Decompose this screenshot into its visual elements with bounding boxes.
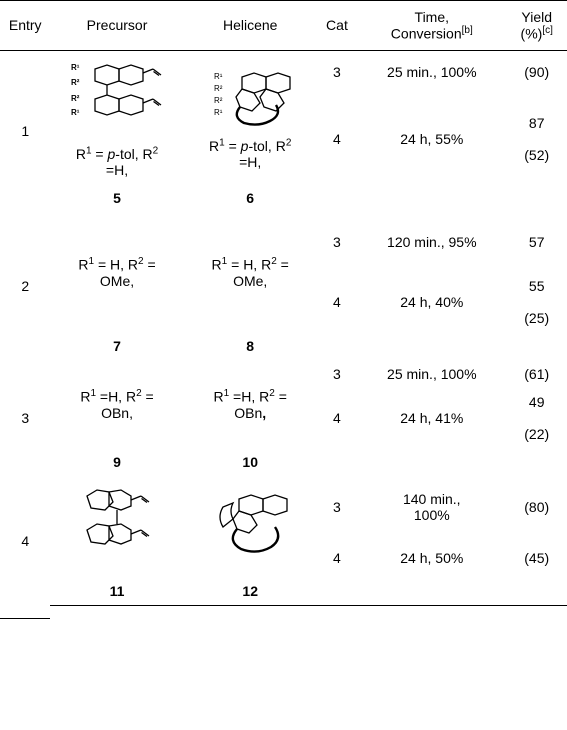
precursor-structure-icon: R¹ R² R² R¹ bbox=[69, 57, 165, 146]
tc-cell: 25 min., 100% bbox=[357, 50, 506, 93]
yield-a: 55 bbox=[529, 278, 545, 294]
table-row: 7 8 bbox=[0, 332, 567, 360]
helicene-num: 6 bbox=[184, 184, 317, 212]
helicene-structure-icon bbox=[209, 489, 291, 564]
yield-b: (52) bbox=[524, 147, 549, 163]
svg-text:R¹: R¹ bbox=[214, 72, 223, 81]
yield-cell: (80) bbox=[506, 476, 567, 538]
tc-cell: 24 h, 55% bbox=[357, 93, 506, 184]
precursor-num: 9 bbox=[50, 448, 183, 476]
precursor-structure-icon bbox=[73, 482, 161, 571]
col-precursor: Precursor bbox=[50, 1, 183, 51]
helicene-cell: R1 = H, R2 =OMe, bbox=[184, 212, 317, 332]
table-row: 11 12 bbox=[0, 577, 567, 606]
yield-a: 57 bbox=[529, 234, 545, 250]
helicene-cell bbox=[184, 476, 317, 577]
table-row: 4 bbox=[0, 476, 567, 538]
precursor-cell: R1 = H, R2 =OMe, bbox=[50, 212, 183, 332]
precursor-cell bbox=[50, 476, 183, 577]
tc-cell: 24 h, 41% bbox=[357, 388, 506, 448]
col-yield-l1: Yield bbox=[521, 9, 552, 25]
svg-text:R¹: R¹ bbox=[71, 108, 80, 117]
col-cat: Cat bbox=[317, 1, 357, 51]
helicene-num: 10 bbox=[184, 448, 317, 476]
helicene-sub: R1 = p-tol, R2=H, bbox=[209, 138, 291, 170]
table-row: 2 R1 = H, R2 =OMe, R1 = H, R2 =OMe, 3 12… bbox=[0, 212, 567, 272]
cat-cell: 4 bbox=[317, 93, 357, 184]
cat-cell: 3 bbox=[317, 212, 357, 272]
col-time-conv-l1: Time, bbox=[415, 9, 449, 25]
precursor-num: 11 bbox=[50, 577, 183, 606]
yield-b: (25) bbox=[524, 310, 549, 326]
tc-cell: 24 h, 50% bbox=[357, 538, 506, 577]
entry-cell: 4 bbox=[0, 476, 50, 606]
col-time-conv: Time, Conversion[b] bbox=[357, 1, 506, 51]
cat-cell: 4 bbox=[317, 272, 357, 332]
col-time-conv-l2: Conversion bbox=[391, 26, 462, 42]
yield-cell: (45) bbox=[506, 538, 567, 577]
yield-a: 87 bbox=[529, 115, 545, 131]
col-entry: Entry bbox=[0, 1, 50, 51]
cat-cell: 3 bbox=[317, 476, 357, 538]
precursor-cell: R¹ R² R² R¹ R1 = p-tol, R2=H, bbox=[50, 50, 183, 184]
tc-cell: 120 min., 95% bbox=[357, 212, 506, 272]
table-row: 5 6 bbox=[0, 184, 567, 212]
entry-cell: 1 bbox=[0, 50, 50, 212]
yield-cell: 57 bbox=[506, 212, 567, 272]
helicene-structure-icon: R¹ R² R² R¹ bbox=[204, 65, 296, 138]
table-row: 1 bbox=[0, 50, 567, 93]
col-yield-l2: (%) bbox=[521, 26, 543, 42]
table-row: 3 R1 =H, R2 =OBn, R1 =H, R2 =OBn, 3 25 m… bbox=[0, 360, 567, 388]
entry-cell: 3 bbox=[0, 360, 50, 476]
svg-text:R²: R² bbox=[214, 96, 223, 105]
yield-a: 49 bbox=[529, 394, 545, 410]
cat-cell: 3 bbox=[317, 360, 357, 388]
svg-text:R²: R² bbox=[71, 94, 80, 103]
col-yield: Yield (%)[c] bbox=[506, 1, 567, 51]
svg-text:R²: R² bbox=[71, 78, 80, 87]
cat-cell: 3 bbox=[317, 50, 357, 93]
header-row: Entry Precursor Helicene Cat Time, Conve… bbox=[0, 1, 567, 51]
data-table: Entry Precursor Helicene Cat Time, Conve… bbox=[0, 0, 567, 619]
col-time-conv-note: [b] bbox=[462, 25, 473, 36]
svg-text:R²: R² bbox=[214, 84, 223, 93]
tc-cell: 140 min.,100% bbox=[357, 476, 506, 538]
tc-cell: 24 h, 40% bbox=[357, 272, 506, 332]
helicene-num: 8 bbox=[184, 332, 317, 360]
helicene-cell: R¹ R² R² R¹ R1 = p-tol, R2=H, bbox=[184, 50, 317, 184]
table-row: 9 10 bbox=[0, 448, 567, 476]
precursor-num: 5 bbox=[50, 184, 183, 212]
yield-cell: (61) bbox=[506, 360, 567, 388]
precursor-num: 7 bbox=[50, 332, 183, 360]
col-yield-note: [c] bbox=[542, 25, 553, 36]
svg-text:R¹: R¹ bbox=[214, 108, 223, 117]
yield-cell: (90) bbox=[506, 50, 567, 93]
precursor-cell: R1 =H, R2 =OBn, bbox=[50, 360, 183, 448]
tc-cell: 25 min., 100% bbox=[357, 360, 506, 388]
cat-cell: 4 bbox=[317, 388, 357, 448]
entry-cell: 2 bbox=[0, 212, 50, 360]
yield-cell: 55 (25) bbox=[506, 272, 567, 332]
col-helicene: Helicene bbox=[184, 1, 317, 51]
yield-cell: 87 (52) bbox=[506, 93, 567, 184]
svg-text:R¹: R¹ bbox=[71, 63, 80, 72]
yield-cell: 49 (22) bbox=[506, 388, 567, 448]
helicene-cell: R1 =H, R2 =OBn, bbox=[184, 360, 317, 448]
cat-cell: 4 bbox=[317, 538, 357, 577]
helicene-num: 12 bbox=[184, 577, 317, 606]
yield-b: (22) bbox=[524, 426, 549, 442]
precursor-sub: R1 = p-tol, R2=H, bbox=[76, 146, 158, 178]
